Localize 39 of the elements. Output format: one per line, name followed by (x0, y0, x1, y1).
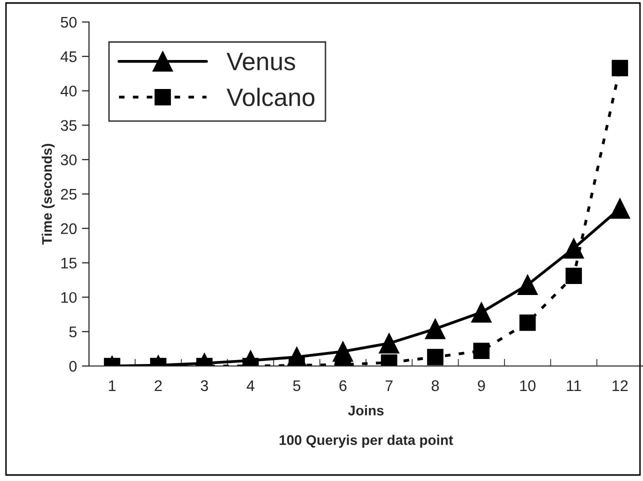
x-tick-label: 4 (246, 380, 254, 391)
y-tick-label: 35 (60, 120, 77, 131)
x-tick-label: 5 (293, 380, 300, 392)
x-tick-label: 10 (520, 380, 536, 392)
y-tick-label: 25 (60, 188, 77, 200)
legend-label: Venus (226, 52, 296, 70)
point (427, 348, 444, 366)
point (610, 198, 630, 219)
x-axis-title: Joins (348, 405, 384, 416)
point (471, 302, 492, 323)
y-tick-label: 15 (61, 258, 77, 268)
y-tick-label: 0 (69, 360, 77, 372)
point (425, 318, 446, 340)
text: 100 Queryis per data point (280, 434, 454, 448)
x-tick-label: 8 (432, 380, 439, 392)
x-tick-label: 3 (200, 380, 208, 392)
y-tick-label: 20 (60, 223, 77, 234)
x-tick-label: 7 (386, 380, 393, 391)
point (612, 60, 628, 76)
y-tick-label: 5 (69, 326, 77, 338)
x-tick-label: 1 (109, 380, 116, 391)
point (517, 274, 538, 296)
y-tick-label: 10 (61, 292, 77, 303)
y-axis-title: Time (seconds) (42, 144, 55, 245)
x-tick-label: 12 (612, 380, 628, 391)
point (378, 333, 400, 354)
legend-label: Volcano (226, 88, 314, 106)
x-tick-label: 9 (478, 380, 485, 392)
y-tick-label: 45 (60, 51, 77, 62)
y-tick-label: 50 (60, 16, 77, 28)
point (566, 268, 582, 284)
point (564, 238, 584, 259)
y-tick-label: 40 (60, 86, 77, 96)
x-tick-label: 2 (154, 380, 162, 391)
x-tick-label: 11 (566, 380, 581, 391)
x-tick-label: 6 (339, 380, 346, 392)
point (519, 314, 536, 331)
y-tick-label: 30 (60, 154, 77, 166)
point (473, 342, 490, 360)
